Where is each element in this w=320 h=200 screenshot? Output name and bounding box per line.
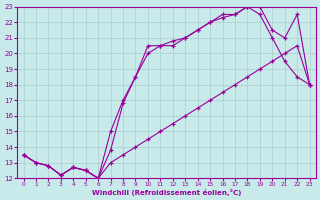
- X-axis label: Windchill (Refroidissement éolien,°C): Windchill (Refroidissement éolien,°C): [92, 189, 241, 196]
